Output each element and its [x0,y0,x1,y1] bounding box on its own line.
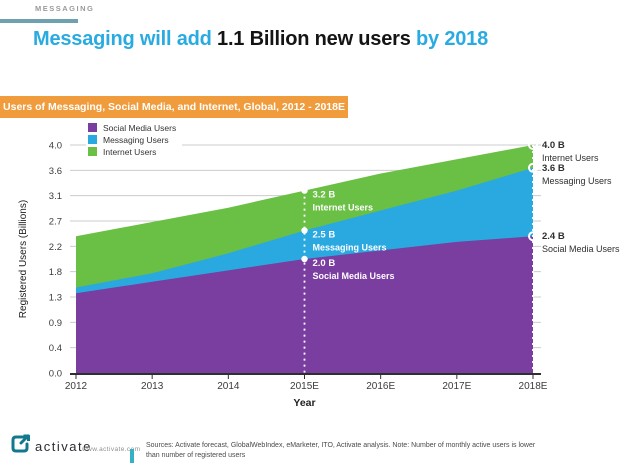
svg-text:2016E: 2016E [366,381,395,392]
legend-label: Messaging Users [103,134,169,145]
svg-text:Registered Users (Billions): Registered Users (Billions) [18,200,29,318]
svg-text:1.3: 1.3 [49,293,62,304]
svg-text:Social Media Users: Social Media Users [542,244,620,254]
svg-text:Year: Year [293,397,315,409]
legend-label: Social Media Users [103,122,177,133]
svg-text:2.2: 2.2 [49,242,62,253]
sources-line-2: than number of registered users [146,451,246,459]
legend-swatch-icon [88,147,97,156]
svg-text:2014: 2014 [217,381,240,392]
chart-title: Users of Messaging, Social Media, and In… [3,101,345,113]
chart-legend: Social Media Users Messaging Users Inter… [86,121,183,160]
kicker-underline [0,19,78,23]
page-title: Messaging will add 1.1 Billion new users… [33,28,488,51]
svg-text:2.7: 2.7 [49,217,62,228]
legend-item-social: Social Media Users [88,122,176,133]
svg-text:Messaging Users: Messaging Users [313,243,387,253]
sources-line-1: Sources: Activate forecast, GlobalWebInd… [146,442,536,449]
svg-text:Internet Users: Internet Users [313,203,374,213]
svg-text:2017E: 2017E [442,381,471,392]
svg-text:1.8: 1.8 [49,267,62,278]
website-link[interactable]: www.activate.com [82,446,141,453]
svg-text:0.4: 0.4 [49,343,62,354]
svg-text:4.0 B: 4.0 B [542,140,565,151]
svg-text:2.0 B: 2.0 B [313,258,336,269]
activate-logo-text: activate [35,439,92,454]
svg-text:3.6 B: 3.6 B [542,163,565,174]
svg-text:Internet Users: Internet Users [542,153,599,163]
svg-text:4.0: 4.0 [49,141,62,152]
chart-title-banner: Users of Messaging, Social Media, and In… [0,96,348,118]
svg-text:Messaging Users: Messaging Users [542,176,612,186]
svg-text:2015E: 2015E [290,381,319,392]
sources-note: Sources: Activate forecast, GlobalWebInd… [146,441,616,460]
footer-divider [130,449,134,463]
legend-label: Internet Users [103,146,157,157]
title-accent-1: Messaging will add [33,28,218,50]
legend-swatch-icon [88,135,97,144]
title-accent-2: by 2018 [410,28,489,50]
svg-text:0.0: 0.0 [49,369,62,380]
footer: activate www.activate.com Sources: Activ… [0,428,627,465]
title-dark: 1.1 Billion new users [217,28,411,50]
svg-text:3.6: 3.6 [49,166,62,177]
activate-logo-icon [11,434,30,453]
svg-text:2.4 B: 2.4 B [542,231,565,242]
svg-text:0.9: 0.9 [49,318,62,329]
legend-item-internet: Internet Users [88,146,176,157]
legend-item-messaging: Messaging Users [88,134,176,145]
svg-text:Social Media Users: Social Media Users [313,271,395,281]
svg-text:2013: 2013 [141,381,164,392]
section-kicker: MESSAGING [35,4,95,13]
svg-text:3.2 B: 3.2 B [313,190,336,201]
svg-text:2018E: 2018E [519,381,548,392]
legend-swatch-icon [88,123,97,132]
svg-text:2.5 B: 2.5 B [313,230,336,241]
svg-text:3.1: 3.1 [49,191,62,202]
svg-text:2012: 2012 [65,381,88,392]
